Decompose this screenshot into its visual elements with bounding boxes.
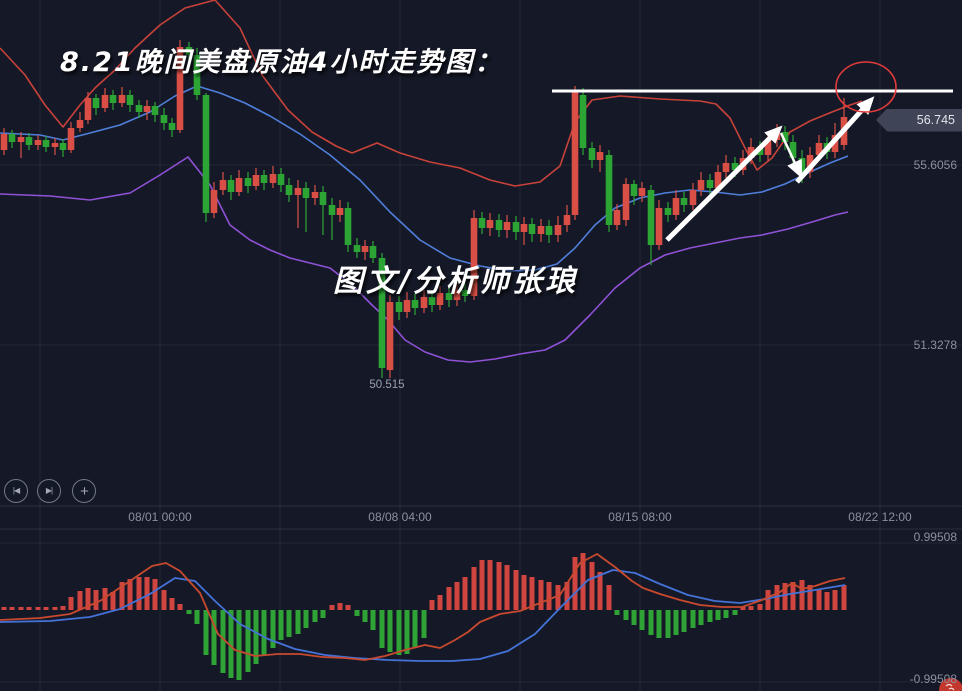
time-axis-label: 08/08 04:00 bbox=[368, 510, 432, 524]
price-axis-label: 51.3278 bbox=[913, 338, 957, 352]
skip-to-start-icon: |◀ bbox=[12, 486, 20, 495]
analyst-annotations bbox=[552, 61, 962, 691]
time-axis-label: 08/22 12:00 bbox=[848, 510, 912, 524]
time-axis-label: 08/01 00:00 bbox=[128, 510, 192, 524]
swing-low-price-label: 50.515 bbox=[369, 379, 405, 391]
skip-to-end-icon: ▶| bbox=[45, 486, 53, 495]
skip-to-start-button[interactable]: |◀ bbox=[4, 479, 28, 503]
price-axis-label: 55.6056 bbox=[913, 158, 957, 172]
analyst-watermark: 图文/分析师张琅 bbox=[333, 264, 578, 299]
add-button[interactable]: + bbox=[72, 479, 96, 503]
time-axis-label: 08/15 08:00 bbox=[608, 510, 672, 524]
skip-to-end-button[interactable]: ▶| bbox=[37, 479, 61, 503]
last-price-tag: 56.745 bbox=[876, 108, 962, 132]
plus-icon: + bbox=[80, 482, 89, 500]
macd-axis-label: -0.99508 bbox=[909, 672, 957, 686]
macd-panel bbox=[0, 553, 847, 680]
macd-axis-label: 0.99508 bbox=[913, 530, 957, 544]
chart-title: 8.21晚间美盘原油4小时走势图： bbox=[60, 47, 504, 78]
